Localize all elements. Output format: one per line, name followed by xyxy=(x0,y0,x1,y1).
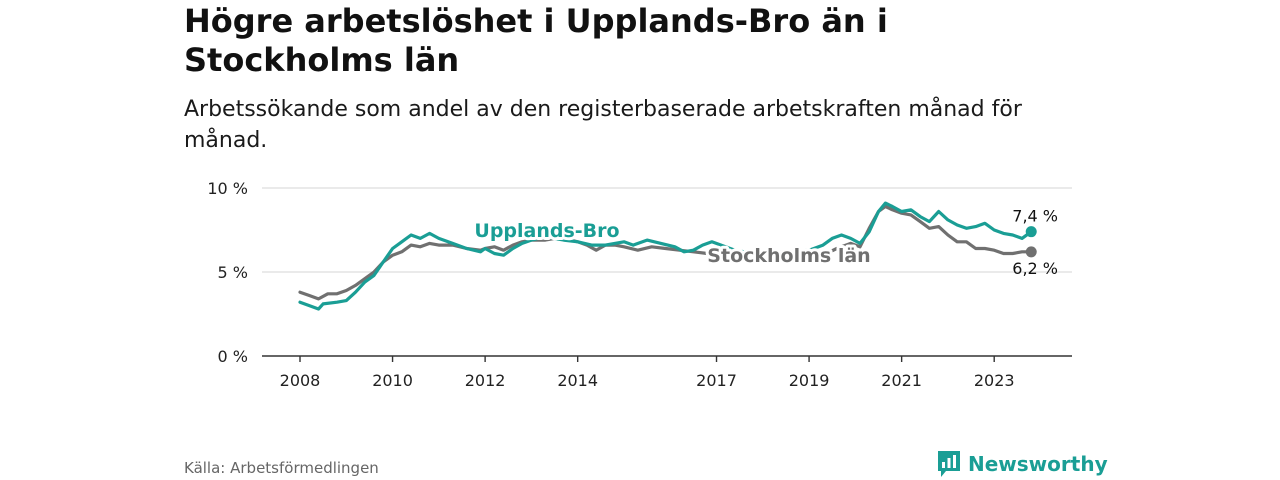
x-tick-label: 2010 xyxy=(372,371,413,390)
x-tick-label: 2008 xyxy=(280,371,321,390)
stockholms-lan-line xyxy=(298,204,1033,301)
newsworthy-brand[interactable]: Newsworthy xyxy=(936,448,1108,480)
x-tick-label: 2019 xyxy=(789,371,830,390)
y-tick-label: 10 % xyxy=(207,179,248,198)
y-tick-label: 5 % xyxy=(218,263,248,282)
chart-title: Högre arbetslöshet i Upplands-Bro än i S… xyxy=(184,2,888,79)
x-tick-label: 2021 xyxy=(881,371,922,390)
upplands-bro-end-value: 7,4 % xyxy=(1012,207,1058,226)
upplands-bro-line xyxy=(298,201,1033,311)
source-note: Källa: Arbetsförmedlingen xyxy=(184,459,379,477)
stockholms-lan-endpoint xyxy=(1025,246,1037,258)
y-tick-label: 0 % xyxy=(218,347,248,366)
stockholms-lan-end-value: 6,2 % xyxy=(1012,259,1058,278)
chart-subtitle: Arbetssökande som andel av den registerb… xyxy=(184,97,1022,153)
newsworthy-logo-icon xyxy=(938,451,960,477)
x-tick-label: 2023 xyxy=(974,371,1015,390)
upplands-bro-endpoint xyxy=(1025,226,1037,238)
x-tick-label: 2012 xyxy=(465,371,506,390)
brand-name: Newsworthy xyxy=(968,452,1108,476)
stockholms-lan-label: Stockholms län xyxy=(707,245,870,267)
upplands-bro-label: Upplands-Bro xyxy=(474,220,619,242)
x-tick-label: 2014 xyxy=(557,371,598,390)
x-tick-label: 2017 xyxy=(696,371,737,390)
